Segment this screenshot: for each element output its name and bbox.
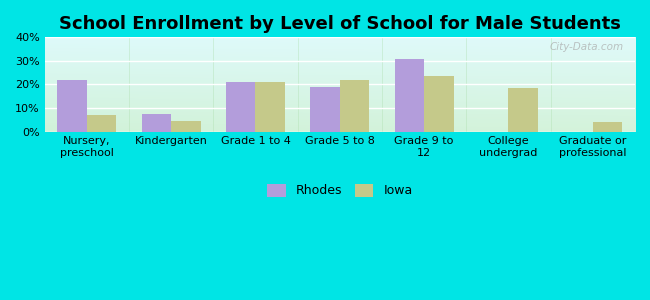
Bar	[255, 82, 285, 132]
Bar	[171, 121, 201, 132]
Bar	[508, 88, 538, 132]
Legend: Rhodes, Iowa: Rhodes, Iowa	[261, 177, 419, 204]
Title: School Enrollment by Level of School for Male Students: School Enrollment by Level of School for…	[59, 15, 621, 33]
Bar	[87, 115, 116, 132]
Text: City-Data.com: City-Data.com	[549, 42, 623, 52]
Bar	[226, 82, 255, 132]
Bar	[424, 76, 454, 132]
Bar	[310, 87, 340, 132]
Bar	[57, 80, 87, 132]
Bar	[142, 114, 171, 132]
Bar	[340, 80, 369, 132]
Bar	[395, 58, 424, 132]
Bar	[593, 122, 622, 132]
